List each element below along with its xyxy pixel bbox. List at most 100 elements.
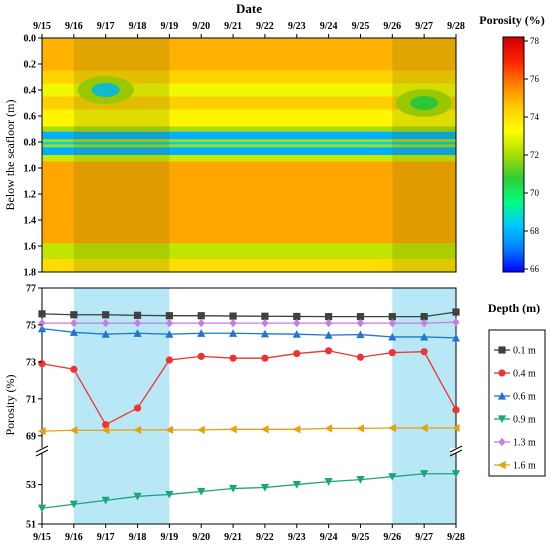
y-tick-label: 77	[26, 284, 36, 295]
data-point	[102, 318, 110, 328]
heatmap-band	[42, 147, 456, 155]
x-tick-label: 9/23	[288, 21, 306, 32]
data-point	[388, 349, 396, 357]
legend-swatch-marker	[497, 415, 507, 424]
data-point	[38, 310, 46, 318]
data-point	[133, 425, 142, 434]
legend-label: 0.9 m	[513, 415, 536, 426]
x-tick-label: 9/26	[383, 21, 401, 32]
data-point	[38, 360, 46, 368]
data-point	[420, 470, 429, 478]
legend-item: 0.4 m	[494, 369, 536, 380]
data-point	[324, 424, 333, 433]
legend-title: Depth (m)	[488, 301, 540, 315]
data-point	[133, 329, 142, 337]
series-line	[41, 350, 457, 426]
data-point	[356, 424, 365, 433]
data-point	[388, 423, 396, 433]
legend-item: 0.6 m	[494, 392, 536, 403]
data-point	[356, 353, 365, 361]
y-tick-label: 0.0	[24, 34, 37, 45]
heatmap-band	[42, 259, 456, 272]
data-point	[388, 332, 397, 341]
y-tick-label: 0.8	[24, 138, 37, 149]
x-tick-label: 9/21	[224, 532, 242, 543]
y-tick-label: 69	[26, 431, 36, 442]
data-point	[420, 318, 428, 328]
colorbar-tick-label: 70	[530, 188, 540, 198]
series-0-4-m	[38, 347, 460, 429]
x-tick-label: 9/16	[65, 532, 83, 543]
data-point	[197, 487, 206, 496]
data-point	[325, 313, 333, 321]
heatmap-band	[42, 243, 456, 259]
series-line	[41, 311, 457, 318]
y-tick-label: 0.6	[24, 112, 37, 123]
data-point	[165, 425, 173, 434]
data-point	[260, 329, 270, 338]
heatmap-band	[42, 131, 456, 140]
heatmap-band	[42, 142, 456, 145]
data-point	[197, 312, 205, 320]
y-tick-label: 1.6	[24, 242, 37, 253]
x-tick-label: 9/15	[33, 532, 51, 543]
data-point	[356, 313, 365, 321]
x-axis-title: Date	[236, 1, 262, 16]
data-point	[356, 318, 365, 328]
data-point	[261, 318, 269, 328]
heatmap-band	[42, 109, 456, 127]
data-point	[69, 500, 78, 509]
line-highlight	[392, 288, 456, 524]
series-0-6-m	[37, 324, 461, 342]
data-point	[133, 318, 142, 328]
data-point	[197, 425, 205, 434]
heatmap-y-axis-title: Below the seafloor (m)	[3, 100, 17, 211]
data-point	[102, 421, 110, 429]
heatmap-highlight	[392, 38, 456, 272]
legend-item: 1.6 m	[494, 461, 536, 472]
data-point	[292, 480, 301, 489]
x-tick-label: 9/21	[224, 21, 242, 32]
data-point	[356, 330, 365, 339]
x-tick-label: 9/23	[288, 532, 306, 543]
colorbar-tick-label: 66	[530, 264, 540, 274]
data-point	[260, 425, 269, 434]
line-y-axis-title: Porosity (%)	[3, 375, 17, 436]
x-tick-label: 9/27	[415, 532, 433, 543]
y-tick-label: 1.4	[24, 216, 37, 227]
x-tick-label: 9/26	[383, 532, 401, 543]
x-tick-label: 9/17	[97, 21, 115, 32]
heatmap-anomaly-core	[91, 83, 120, 97]
series-line	[41, 427, 456, 432]
data-point	[261, 354, 269, 362]
legend-swatch-marker	[497, 391, 507, 400]
data-point	[388, 318, 396, 328]
data-point	[325, 318, 333, 328]
y-tick-label: 51	[26, 520, 36, 531]
x-tick-label: 9/19	[160, 21, 178, 32]
axis-break	[35, 445, 463, 457]
data-point	[260, 483, 270, 492]
legend: Depth (m) 0.1 m 0.4 m 0.6 m 0.9 m 1.3 m 1.6 m	[488, 301, 546, 477]
heatmap-band	[42, 161, 456, 244]
heatmap-band	[42, 155, 456, 162]
data-point	[70, 365, 78, 373]
legend-label: 0.6 m	[513, 392, 536, 403]
heatmap-band	[42, 139, 456, 142]
data-point	[229, 318, 237, 328]
data-point	[133, 311, 142, 319]
data-point	[197, 329, 206, 337]
x-tick-label: 9/24	[320, 532, 338, 543]
legend-item: 0.1 m	[494, 346, 536, 357]
data-point	[324, 331, 333, 339]
data-point	[388, 313, 396, 321]
data-point	[69, 426, 78, 435]
colorbar-tick-label: 68	[530, 226, 540, 236]
data-point	[228, 425, 237, 434]
heatmap-panel: 9/15 9/16 9/17 9/18 9/19 9/20 9/21 9/22 9/23 9/24…	[3, 1, 465, 279]
colorbar-tick-label: 74	[530, 112, 540, 122]
data-point	[101, 496, 110, 505]
data-point	[452, 406, 460, 414]
data-point	[420, 348, 428, 356]
